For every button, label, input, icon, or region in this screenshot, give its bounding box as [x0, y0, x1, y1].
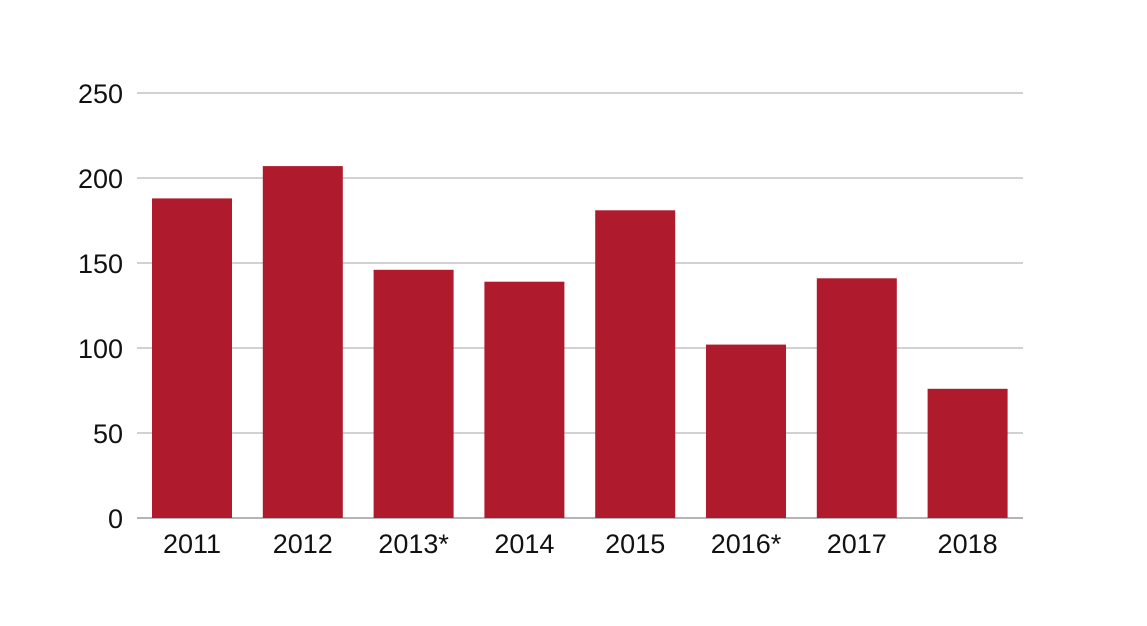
bar-2011: [152, 198, 232, 518]
y-tick-label: 50: [93, 419, 123, 449]
x-tick-label: 2014: [494, 529, 554, 559]
y-tick-label: 200: [78, 164, 123, 194]
y-tick-label: 100: [78, 334, 123, 364]
bar-2014: [484, 281, 565, 518]
x-tick-label: 2015: [605, 529, 665, 559]
bar-2018: [927, 388, 1008, 518]
x-tick-label: 2017: [827, 529, 887, 559]
bar-2015: [595, 210, 676, 519]
x-tick-label: 2018: [938, 529, 998, 559]
bars: [152, 166, 1008, 519]
y-tick-label: 0: [108, 504, 123, 534]
x-axis-tick-labels: 2011 2012 2013* 2014 2015 2016* 2017 2018: [163, 529, 998, 559]
bar-2017: [816, 278, 897, 518]
x-tick-label: 2016*: [711, 529, 782, 559]
y-tick-label: 250: [78, 79, 123, 109]
bar-2016-star: [706, 344, 786, 518]
x-tick-label: 2011: [163, 529, 221, 559]
bar-2012: [262, 166, 343, 518]
y-tick-label: 150: [78, 249, 123, 279]
x-tick-label: 2013*: [378, 529, 449, 559]
y-axis-tick-labels: 0 50 100 150 200 250: [78, 79, 123, 534]
bar-2013-star: [373, 269, 454, 518]
x-tick-label: 2012: [273, 529, 333, 559]
